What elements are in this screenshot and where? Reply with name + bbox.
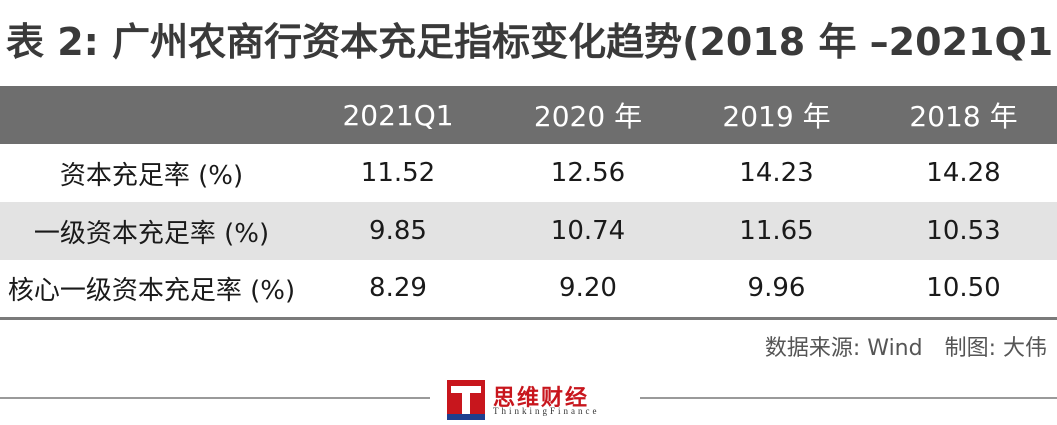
table-row: 核心一级资本充足率 (%) 8.29 9.20 9.96 10.50 <box>0 260 1057 320</box>
row-label: 核心一级资本充足率 (%) <box>0 260 303 320</box>
table-cell: 11.52 <box>360 158 436 188</box>
table-cell: 9.96 <box>683 260 870 320</box>
table-cell: 10.74 <box>550 216 626 246</box>
header-2021q1: 2021Q1 <box>342 98 454 132</box>
row-label: 一级资本充足率 (%) <box>33 218 270 249</box>
data-source-text: 数据来源: Wind <box>764 336 923 361</box>
page-title: 表 2: 广州农商行资本充足指标变化趋势(2018 年 –2021Q1) <box>6 20 1051 64</box>
footer-divider-right <box>640 397 1057 399</box>
table-cell: 9.20 <box>493 260 683 320</box>
thinking-finance-logo-icon <box>447 380 485 420</box>
table-cell: 14.23 <box>739 158 814 188</box>
table-header-row: 2021Q1 2020 年 2019 年 2018 年 <box>0 86 1057 144</box>
table-cell: 12.56 <box>550 158 626 188</box>
table-cell: 10.53 <box>926 216 1001 246</box>
table-row: 一级资本充足率 (%) 9.85 10.74 11.65 10.53 <box>0 202 1057 260</box>
logo-name-cn: 思维财经 <box>493 386 590 411</box>
footer-divider-left <box>0 397 430 399</box>
table-cell: 10.50 <box>870 260 1057 320</box>
header-2019: 2019 年 <box>722 100 831 133</box>
table-cell: 9.85 <box>369 216 427 246</box>
table-cell: 8.29 <box>303 260 493 320</box>
brand-logo: 思维财经 ThinkingFinance <box>447 380 627 422</box>
source-note: 数据来源: Wind 制图: 大伟 <box>765 330 1047 362</box>
header-blank <box>0 86 303 144</box>
table-row: 资本充足率 (%) 11.52 12.56 14.23 14.28 <box>0 144 1057 202</box>
header-2020: 2020 年 <box>533 100 643 133</box>
table-cell: 11.65 <box>739 216 814 246</box>
table-cell: 14.28 <box>926 158 1001 188</box>
capital-adequacy-table: 2021Q1 2020 年 2019 年 2018 年 资本充足率 (%) 11… <box>0 86 1057 320</box>
logo-name-en: ThinkingFinance <box>493 406 600 416</box>
row-label: 资本充足率 (%) <box>59 160 244 191</box>
header-2018: 2018 年 <box>909 100 1018 133</box>
chart-credit-text: 制图: 大伟 <box>944 336 1047 361</box>
